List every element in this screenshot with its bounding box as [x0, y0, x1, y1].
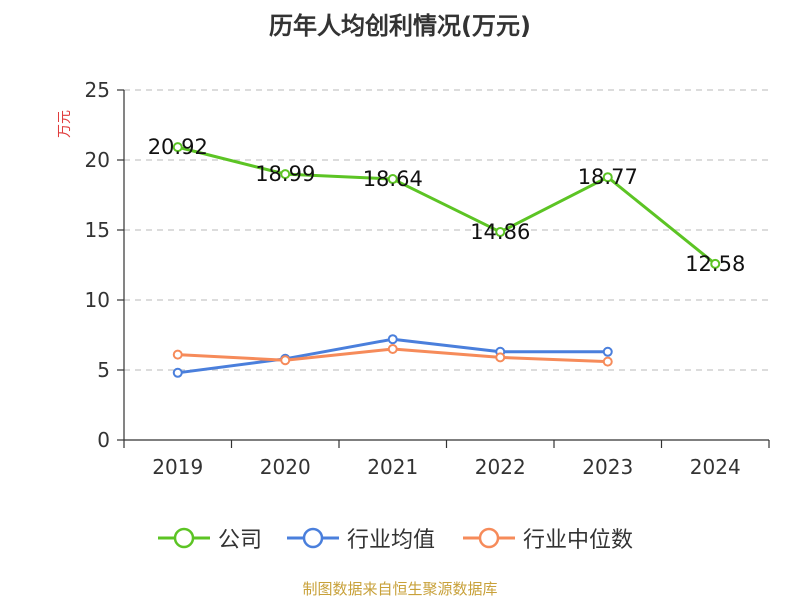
y-axis-label: 万元	[57, 110, 73, 138]
axes: 0 5 10 15 20 25 2019 2020 2021 2022 2023 2024	[85, 78, 770, 479]
legend-item-industry-mean[interactable]: 行业均值	[287, 520, 435, 556]
data-label: 14.86	[470, 220, 530, 244]
data-labels: 20.92 18.99 18.64 14.86 18.77 12.58	[148, 135, 746, 276]
legend-label: 行业均值	[347, 528, 436, 553]
legend: 公司 行业均值 行业中位数	[0, 520, 800, 556]
data-point	[172, 142, 183, 153]
y-tick-label: 5	[97, 358, 110, 382]
data-label: 20.92	[148, 135, 208, 159]
chart-title: 历年人均创利情况(万元)	[269, 12, 531, 40]
legend-line-marker-icon	[287, 527, 339, 549]
data-point	[280, 169, 291, 180]
y-tick-label: 20	[85, 148, 110, 172]
data-point	[495, 352, 506, 363]
data-point	[495, 226, 506, 237]
x-tick-label: 2023	[582, 455, 633, 479]
legend-label: 行业中位数	[523, 528, 634, 553]
gridlines	[124, 89, 769, 371]
source-note: 制图数据来自恒生聚源数据库	[302, 580, 498, 598]
data-point	[602, 172, 613, 183]
legend-item-industry-median[interactable]: 行业中位数	[463, 520, 633, 556]
y-tick-label: 25	[85, 78, 110, 102]
data-point	[602, 356, 613, 367]
legend-line-marker-icon	[158, 527, 210, 549]
data-label: 18.77	[578, 165, 638, 189]
legend-label: 公司	[218, 528, 263, 553]
data-label: 18.64	[363, 167, 423, 191]
x-tick-label: 2019	[152, 455, 203, 479]
data-point	[387, 344, 398, 354]
y-tick-label: 0	[97, 428, 110, 452]
data-point	[172, 367, 183, 378]
data-point	[602, 346, 613, 357]
data-point	[172, 349, 183, 360]
data-point	[710, 258, 721, 269]
x-tick-label: 2021	[367, 455, 418, 479]
data-label: 12.58	[685, 252, 745, 276]
series-lines	[172, 142, 721, 378]
data-point	[387, 174, 398, 185]
data-label: 18.99	[255, 162, 315, 186]
legend-line-marker-icon	[463, 527, 515, 549]
series-line-0	[177, 145, 717, 266]
legend-item-company[interactable]: 公司	[158, 520, 262, 556]
x-tick-label: 2022	[475, 455, 526, 479]
y-tick-label: 10	[85, 288, 110, 312]
x-tick-label: 2024	[690, 455, 741, 479]
data-point	[280, 355, 291, 366]
data-point	[387, 334, 398, 345]
x-tick-label: 2020	[260, 455, 311, 479]
y-tick-label: 15	[85, 218, 110, 242]
